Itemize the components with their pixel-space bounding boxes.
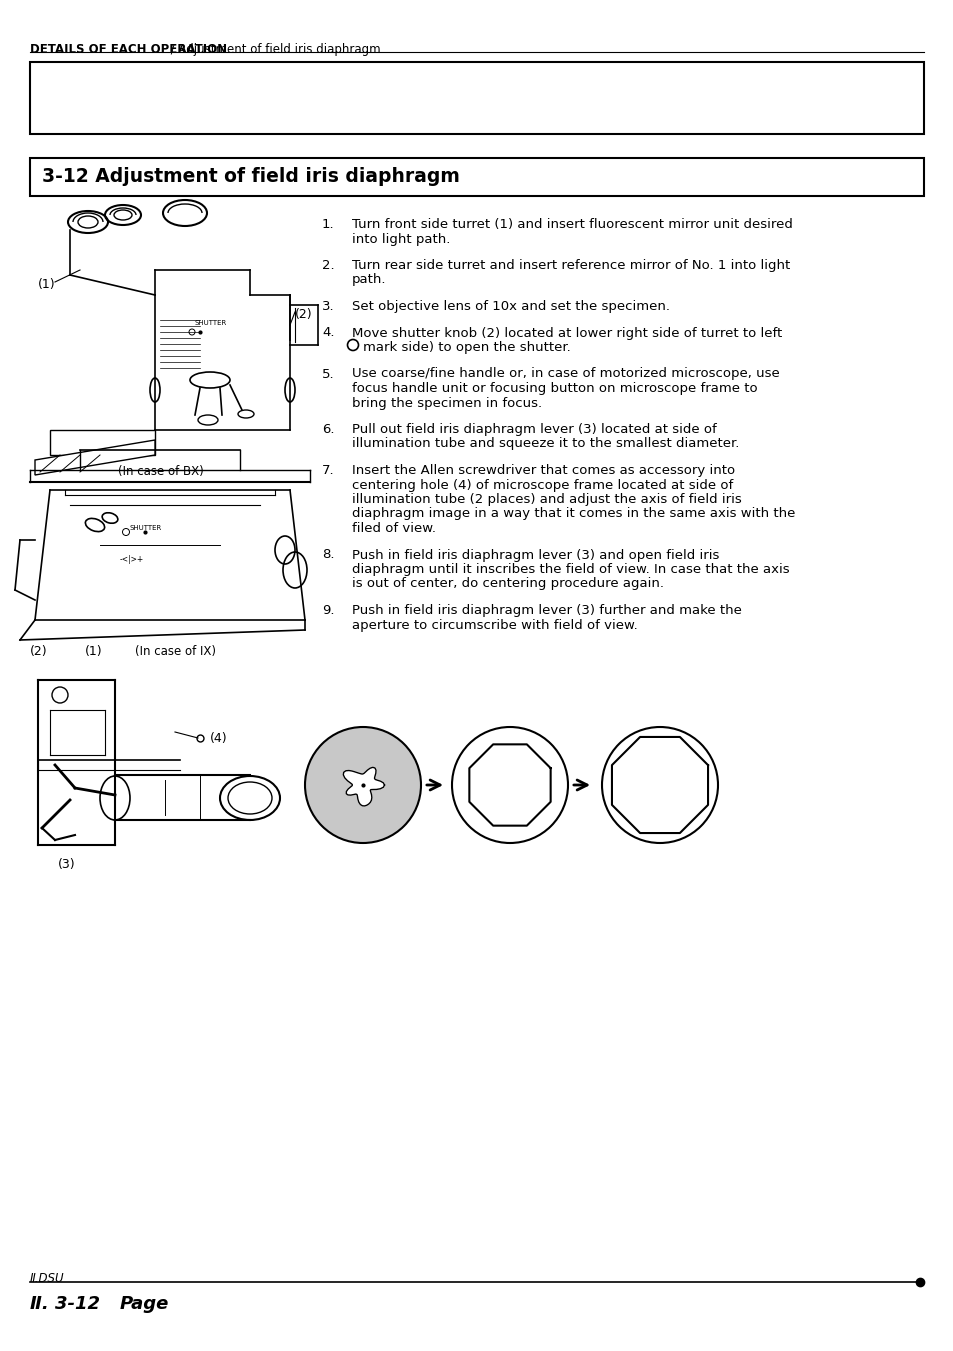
Text: centering hole (4) of microscope frame located at side of: centering hole (4) of microscope frame l… <box>352 478 733 492</box>
Text: SHUTTER: SHUTTER <box>194 320 227 326</box>
Ellipse shape <box>305 727 420 843</box>
Text: illumination tube (2 places) and adjust the axis of field iris: illumination tube (2 places) and adjust … <box>352 493 741 507</box>
Text: mark side) to open the shutter.: mark side) to open the shutter. <box>363 340 570 354</box>
Text: diaphragm until it inscribes the field of view. In case that the axis: diaphragm until it inscribes the field o… <box>352 563 789 576</box>
Text: (In case of IX): (In case of IX) <box>135 644 215 658</box>
Ellipse shape <box>452 727 567 843</box>
Text: 9.: 9. <box>322 604 335 617</box>
Text: 7.: 7. <box>322 463 335 477</box>
Text: (2): (2) <box>30 644 48 658</box>
Text: (2): (2) <box>294 308 313 322</box>
Polygon shape <box>343 767 384 807</box>
Text: (4): (4) <box>210 732 228 744</box>
Text: Insert the Allen screwdriver that comes as accessory into: Insert the Allen screwdriver that comes … <box>352 463 735 477</box>
Text: filed of view.: filed of view. <box>352 521 436 535</box>
Text: Turn rear side turret and insert reference mirror of No. 1 into light: Turn rear side turret and insert referen… <box>352 259 789 272</box>
Text: Push in field iris diaphragm lever (3) and open field iris: Push in field iris diaphragm lever (3) a… <box>352 549 719 562</box>
Text: Pull out field iris diaphragm lever (3) located at side of: Pull out field iris diaphragm lever (3) … <box>352 423 716 436</box>
Text: Push in field iris diaphragm lever (3) further and make the: Push in field iris diaphragm lever (3) f… <box>352 604 741 617</box>
Text: Set objective lens of 10x and set the specimen.: Set objective lens of 10x and set the sp… <box>352 300 669 313</box>
Text: diaphragm image in a way that it comes in the same axis with the: diaphragm image in a way that it comes i… <box>352 508 795 520</box>
Text: 1.: 1. <box>322 218 335 231</box>
Text: Move shutter knob (2) located at lower right side of turret to left: Move shutter knob (2) located at lower r… <box>352 327 781 339</box>
Text: Ⅱ. 3-12: Ⅱ. 3-12 <box>30 1296 100 1313</box>
Text: 8.: 8. <box>322 549 335 562</box>
Text: / Adjustment of field iris diaphragm: / Adjustment of field iris diaphragm <box>168 43 381 55</box>
Bar <box>30 62 923 134</box>
Text: is out of center, do centering procedure again.: is out of center, do centering procedure… <box>352 577 663 590</box>
Text: focus handle unit or focusing button on microscope frame to: focus handle unit or focusing button on … <box>352 382 757 394</box>
Text: illumination tube and squeeze it to the smallest diameter.: illumination tube and squeeze it to the … <box>352 438 739 450</box>
Text: (1): (1) <box>85 644 103 658</box>
Text: 2.: 2. <box>322 259 335 272</box>
Polygon shape <box>35 440 154 476</box>
Text: (3): (3) <box>58 858 75 871</box>
Text: Turn front side turret (1) and insert fluorescent mirror unit desired: Turn front side turret (1) and insert fl… <box>352 218 792 231</box>
Text: 6.: 6. <box>322 423 335 436</box>
Text: SHUTTER: SHUTTER <box>130 526 162 531</box>
Text: Ⅱ.DSU: Ⅱ.DSU <box>30 1273 65 1285</box>
Text: aperture to circumscribe with field of view.: aperture to circumscribe with field of v… <box>352 619 638 631</box>
Text: 3.: 3. <box>322 300 335 313</box>
Text: 3-12 Adjustment of field iris diaphragm: 3-12 Adjustment of field iris diaphragm <box>42 168 459 186</box>
Text: into light path.: into light path. <box>352 232 450 246</box>
Bar <box>30 158 923 196</box>
Polygon shape <box>50 430 154 455</box>
Text: bring the specimen in focus.: bring the specimen in focus. <box>352 396 541 409</box>
Text: Page: Page <box>120 1296 170 1313</box>
Text: -<|>+: -<|>+ <box>120 555 144 563</box>
Text: 5.: 5. <box>322 367 335 381</box>
Text: (1): (1) <box>38 278 55 290</box>
Text: 4.: 4. <box>322 327 335 339</box>
Text: DETAILS OF EACH OPERATION: DETAILS OF EACH OPERATION <box>30 43 227 55</box>
Text: (In case of BX): (In case of BX) <box>118 465 204 478</box>
Text: Use coarse/fine handle or, in case of motorized microscope, use: Use coarse/fine handle or, in case of mo… <box>352 367 779 381</box>
Ellipse shape <box>601 727 718 843</box>
Text: path.: path. <box>352 273 386 286</box>
